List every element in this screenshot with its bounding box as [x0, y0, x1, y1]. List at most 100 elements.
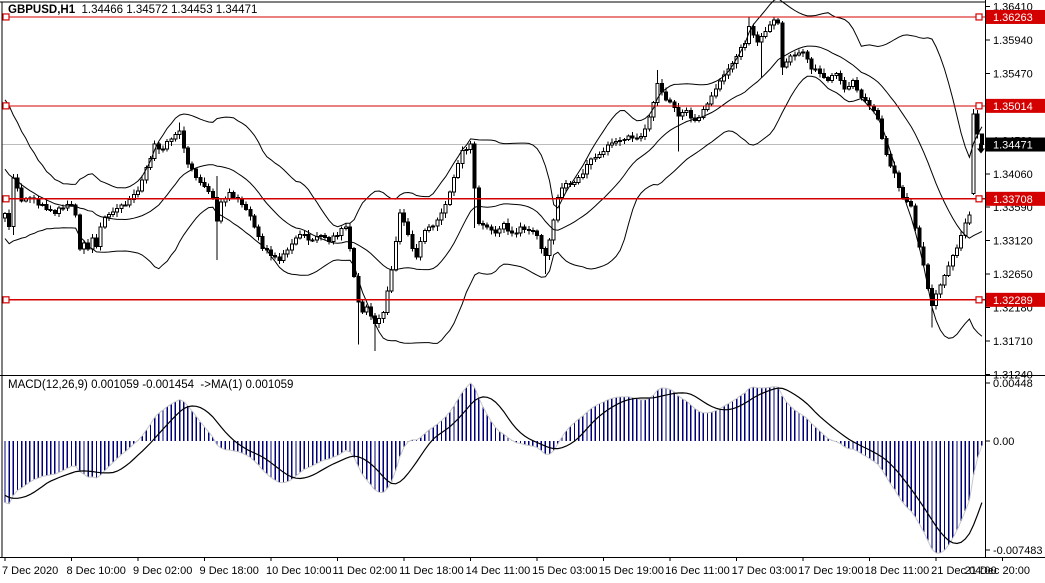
price-level-badge-label: 1.32289 — [993, 295, 1033, 307]
candle — [256, 224, 261, 241]
level-line-left-handle[interactable] — [2, 296, 10, 304]
level-line-right-handle[interactable] — [975, 13, 983, 21]
candle — [684, 107, 689, 117]
candle-body — [801, 51, 806, 54]
candle — [609, 138, 614, 148]
bollinger-lower-band — [4, 75, 983, 344]
candle-body — [522, 226, 527, 231]
price-tick-label: 1.35470 — [993, 68, 1033, 80]
candle-body — [481, 223, 486, 226]
candle — [634, 133, 639, 141]
candle-body — [954, 247, 959, 257]
macd-indicator-label: MACD(12,26,9) 0.001059 -0.001454 ->MA(1)… — [8, 379, 294, 391]
price-level-badge-label: 1.36263 — [993, 12, 1033, 24]
candle — [451, 174, 456, 197]
candle-body — [763, 30, 768, 37]
candle — [215, 175, 220, 260]
candle-body — [181, 130, 186, 149]
level-line-left-handle[interactable] — [2, 102, 10, 110]
candle-body — [348, 226, 353, 250]
candle — [801, 48, 806, 58]
candle-body — [323, 235, 328, 238]
candle-body — [177, 130, 182, 136]
candle — [826, 75, 831, 83]
ohlc-values: 1.34466 1.34572 1.34453 1.34471 — [75, 4, 258, 16]
candle-body — [44, 203, 49, 210]
candle-body — [169, 138, 174, 142]
candle-body — [260, 235, 265, 250]
level-line-left-handle[interactable] — [2, 13, 10, 21]
candle-body — [776, 19, 781, 24]
candle-body — [630, 135, 635, 139]
candle-body — [7, 213, 12, 227]
candle — [784, 58, 789, 69]
candle-body — [435, 219, 440, 227]
candle-body — [875, 110, 880, 120]
price-down-arrow-icon — [977, 143, 985, 154]
candle-body — [821, 72, 826, 79]
time-tick-label: 10 Dec 10:00 — [266, 565, 331, 577]
candle-body — [526, 229, 531, 232]
level-line-right-handle[interactable] — [975, 102, 983, 110]
price-tick-label: 1.33120 — [993, 236, 1033, 248]
candle-body — [244, 203, 249, 210]
candle — [630, 132, 635, 142]
macd-tick-label: 0.00448 — [993, 378, 1033, 390]
candle-body — [505, 223, 510, 232]
symbol-timeframe-label: GBPUSD,H1 — [8, 4, 76, 16]
level-line-left-handle[interactable] — [2, 195, 10, 203]
candle-body — [493, 229, 498, 234]
candle-body — [497, 228, 502, 234]
candle-body — [655, 82, 660, 104]
candle-body — [564, 183, 569, 189]
candle — [863, 93, 868, 103]
candle — [564, 180, 569, 193]
level-line-right-handle[interactable] — [975, 195, 983, 203]
candle-body — [718, 80, 723, 90]
candle-body — [826, 77, 831, 82]
candle — [855, 76, 860, 93]
candle-body — [293, 237, 298, 245]
candle — [435, 217, 440, 232]
candle-body — [119, 204, 124, 210]
candle-body — [722, 74, 727, 82]
candle — [734, 53, 739, 69]
candle — [115, 204, 120, 218]
bollinger-upper-band — [4, 0, 983, 228]
horizontal-level-lines[interactable] — [2, 13, 985, 304]
candle — [219, 198, 224, 224]
candle-body — [842, 80, 847, 90]
candle — [185, 146, 190, 169]
candle-body — [252, 215, 257, 228]
candle-body — [289, 243, 294, 251]
candle — [776, 17, 781, 26]
price-level-badge-label: 1.35014 — [993, 101, 1033, 113]
candle-body — [185, 147, 190, 165]
candle — [431, 224, 436, 231]
candle-body — [705, 103, 710, 111]
time-axis[interactable]: 7 Dec 2020 8 Dec 10:00 9 Dec 02:00 9 Dec 18… — [2, 557, 1030, 577]
candle-body — [106, 213, 111, 218]
candle-body — [971, 113, 976, 195]
candle — [888, 150, 893, 169]
macd-axis[interactable]: 0.00448 0.00 -0.007483 — [985, 378, 1043, 557]
candle — [518, 222, 523, 237]
candle-body — [11, 177, 16, 227]
time-tick-label: 15 Dec 03:00 — [532, 565, 597, 577]
candle-body — [888, 154, 893, 167]
level-line-right-handle[interactable] — [975, 296, 983, 304]
candle-body — [643, 128, 648, 137]
candle — [589, 157, 594, 170]
candle-body — [560, 187, 565, 198]
candle — [618, 137, 623, 147]
candle-body — [518, 226, 523, 234]
candle — [626, 134, 631, 141]
macd-histogram — [4, 383, 983, 553]
candle — [52, 208, 57, 217]
candle-body — [173, 134, 178, 140]
candle-body — [634, 137, 639, 140]
candle-body — [81, 242, 86, 250]
candle-body — [593, 156, 598, 160]
